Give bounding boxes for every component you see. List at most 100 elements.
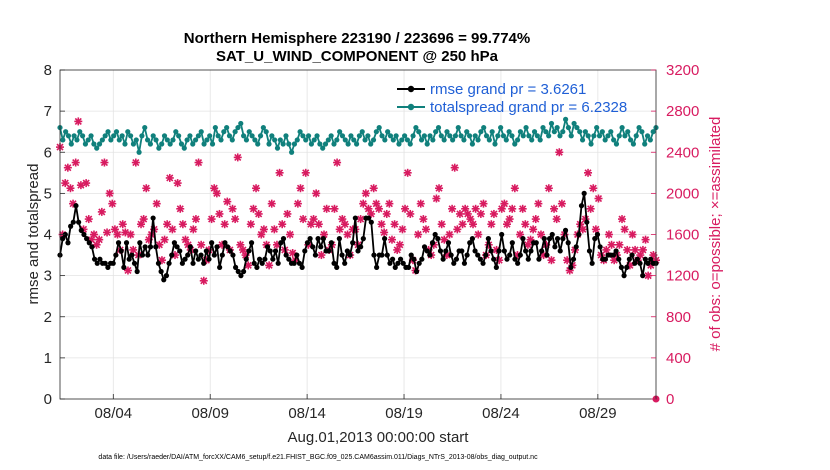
spread-point <box>605 133 611 139</box>
spread-point <box>554 124 560 131</box>
rmse-point <box>275 260 281 266</box>
spread-point <box>71 133 77 139</box>
rmse-point <box>517 252 523 258</box>
spread-point <box>243 137 250 143</box>
spread-point <box>478 129 484 135</box>
spread-point <box>198 129 204 135</box>
spread-point <box>311 137 317 143</box>
spread-point <box>404 137 411 143</box>
rmse-point <box>616 256 622 262</box>
spread-point <box>591 133 597 139</box>
spread-point <box>582 129 588 135</box>
spread-point <box>461 137 467 143</box>
obs-point <box>550 204 559 213</box>
rmse-point <box>347 252 353 258</box>
obs-point <box>531 215 540 224</box>
spread-point <box>274 145 281 151</box>
spread-point <box>407 141 413 147</box>
obs-point <box>265 261 274 270</box>
spread-point <box>452 133 459 139</box>
spread-point <box>353 141 360 147</box>
obs-point <box>398 225 407 234</box>
obs-point <box>602 245 611 254</box>
spread-point <box>579 137 586 143</box>
obs-point <box>387 235 396 244</box>
spread-point <box>498 124 504 131</box>
rmse-point <box>642 256 648 262</box>
rmse-point <box>129 252 135 258</box>
obs-point <box>390 220 399 229</box>
rmse-point <box>424 248 430 254</box>
x-tick-label: 08/09 <box>191 405 229 422</box>
rmse-point <box>84 236 90 242</box>
spread-point <box>255 141 261 147</box>
rmse-point <box>560 236 566 242</box>
rmse-point <box>177 248 183 254</box>
rmse-point <box>137 240 143 246</box>
spread-point <box>602 137 608 143</box>
spread-point <box>283 133 289 139</box>
obs-point <box>458 220 467 229</box>
rmse-point <box>355 248 361 254</box>
rmse-point <box>576 231 582 238</box>
obs-point <box>97 207 106 216</box>
obs-point <box>299 215 308 224</box>
rmse-point <box>238 273 244 279</box>
rmse-point <box>618 264 625 270</box>
rmse-point <box>318 244 324 250</box>
rmse-point <box>344 248 350 254</box>
spread-point <box>438 133 444 139</box>
rmse-point <box>328 240 334 246</box>
spread-point <box>517 129 524 135</box>
obs-point <box>450 163 459 172</box>
spread-point <box>472 133 478 139</box>
spread-point <box>207 133 213 139</box>
spread-point <box>396 141 402 147</box>
rmse-point <box>110 260 116 266</box>
spread-point <box>209 141 216 147</box>
spread-point <box>351 137 357 143</box>
rmse-point <box>421 244 428 250</box>
rmse-point <box>262 256 268 262</box>
rmse-point <box>405 264 412 270</box>
y-right-tick-label: 400 <box>666 350 691 367</box>
spread-point <box>246 129 252 135</box>
spread-point <box>88 133 94 139</box>
spread-point <box>563 116 569 122</box>
spread-point <box>334 137 340 143</box>
obs-point <box>278 220 287 229</box>
rmse-point <box>169 252 175 258</box>
spread-point <box>291 141 298 147</box>
rmse-point <box>73 203 79 209</box>
spread-point <box>393 133 399 139</box>
spread-point <box>342 137 348 143</box>
spread-point <box>594 124 600 131</box>
spread-point <box>633 133 639 139</box>
y-right-tick-label: 1600 <box>666 227 699 244</box>
spread-point <box>257 133 264 139</box>
rmse-point <box>248 240 255 246</box>
spread-point <box>164 137 170 143</box>
spread-point <box>187 133 193 139</box>
rmse-point <box>387 260 393 266</box>
spread-point <box>551 129 557 135</box>
spread-point <box>136 149 142 155</box>
spread-point <box>119 133 125 139</box>
spread-point <box>142 124 148 131</box>
rmse-point <box>400 260 406 266</box>
spread-point <box>249 133 255 139</box>
spread-point <box>173 129 179 135</box>
spread-point <box>116 137 122 143</box>
spread-point <box>365 133 371 139</box>
rmse-point <box>312 252 319 258</box>
rmse-point <box>105 264 111 270</box>
spread-point <box>435 124 442 131</box>
rmse-point <box>549 231 555 238</box>
spread-point <box>520 133 526 139</box>
rmse-point <box>339 252 345 258</box>
spread-point <box>147 141 153 147</box>
rmse-point <box>445 240 452 246</box>
rmse-point <box>163 273 170 279</box>
y-left-tick-label: 5 <box>44 185 52 202</box>
